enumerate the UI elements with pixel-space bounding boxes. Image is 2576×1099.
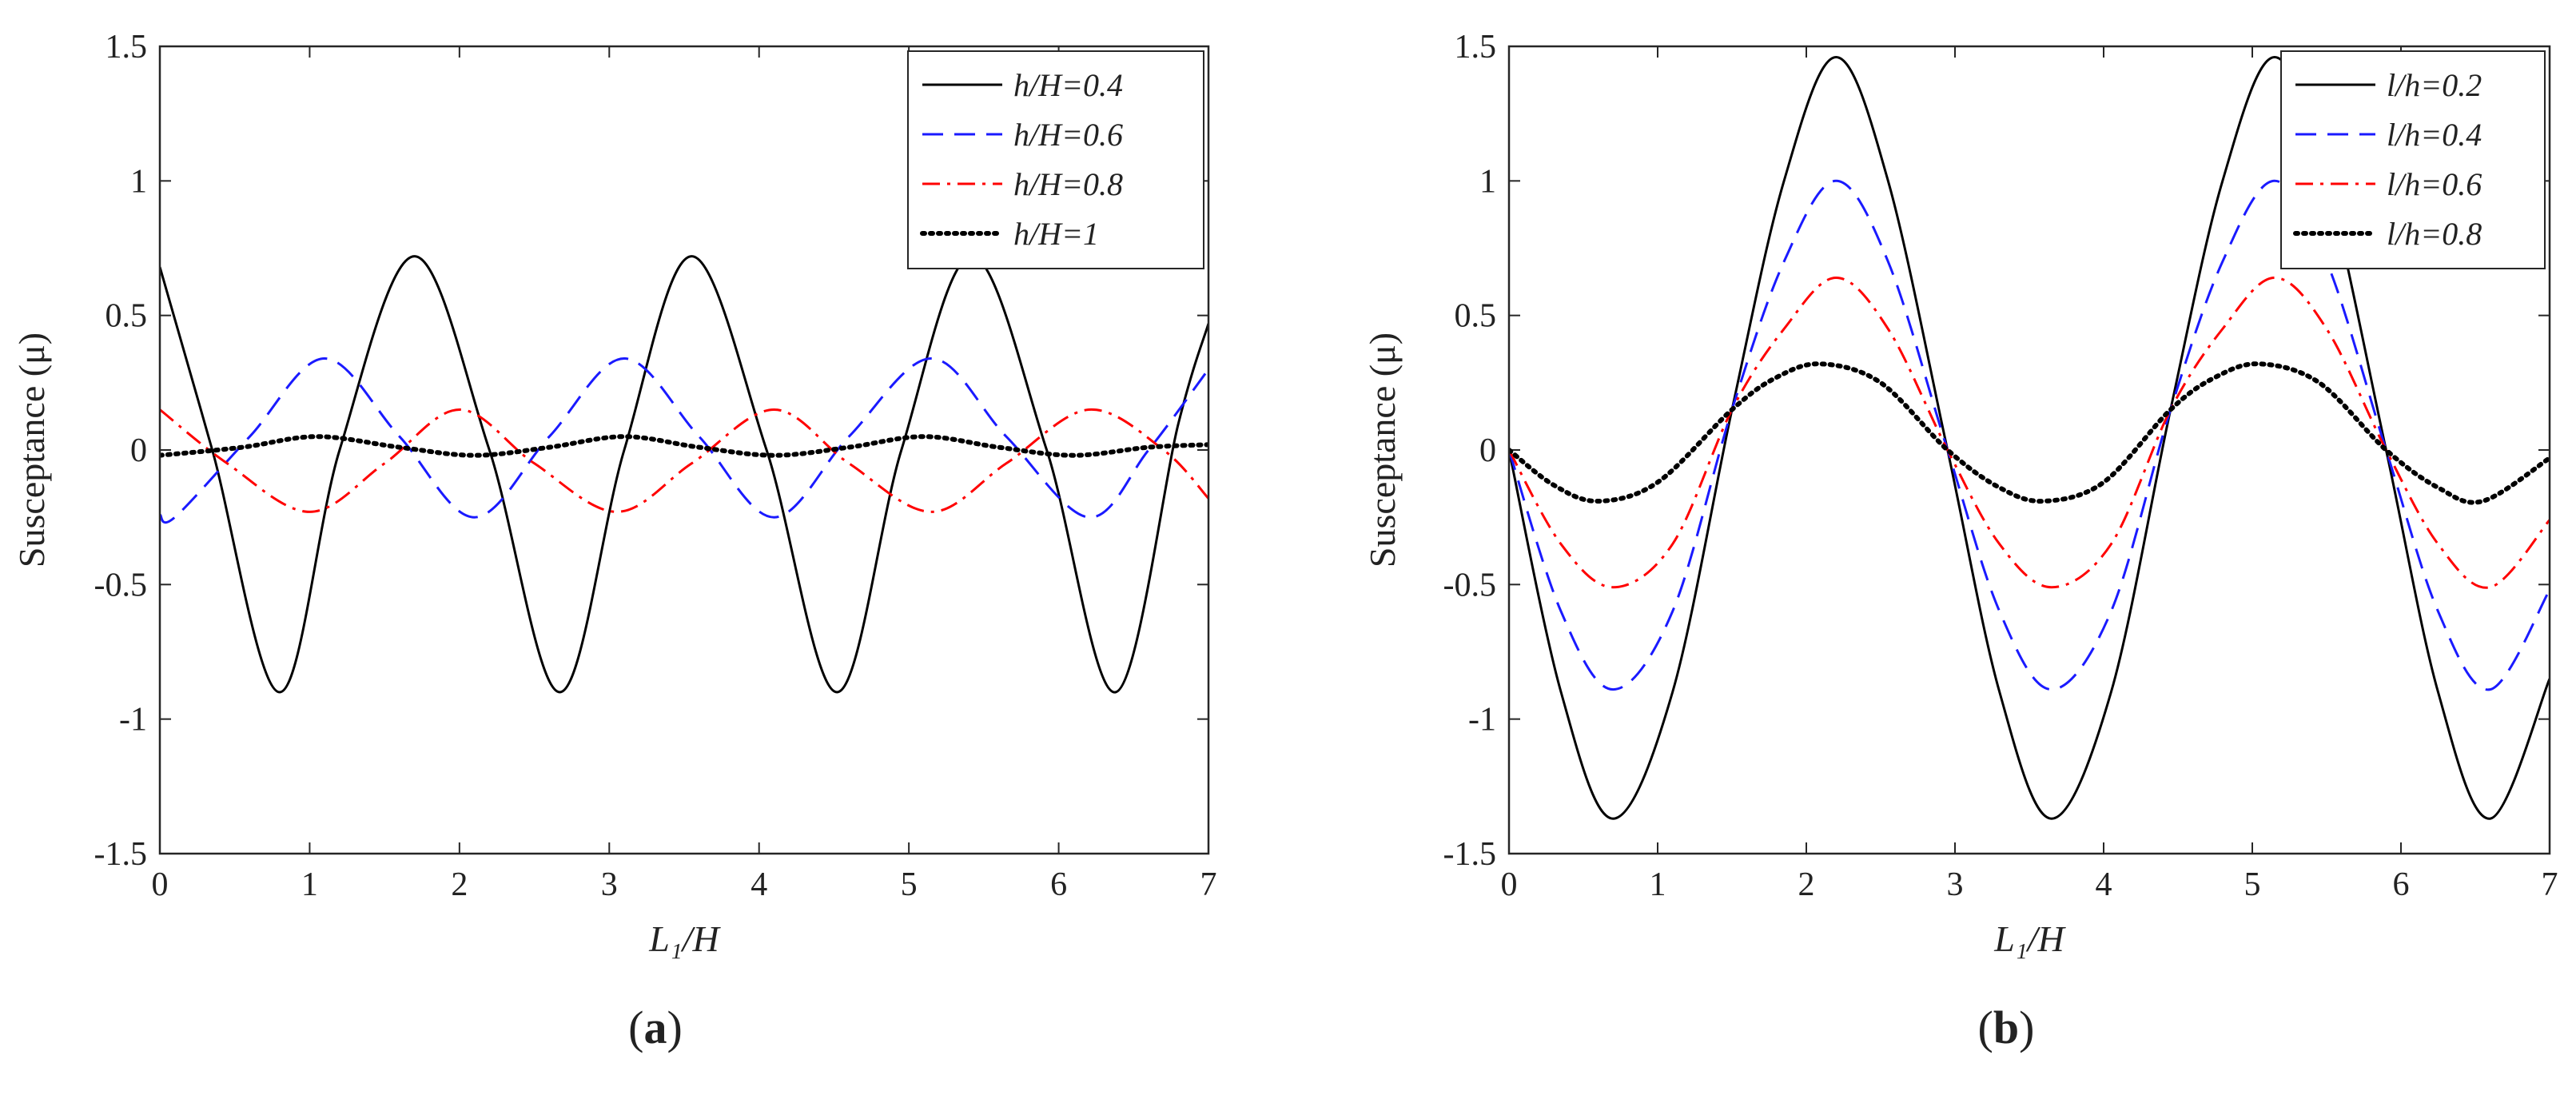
x-tick-label: 0 — [1501, 866, 1518, 903]
axes-box — [1507, 45, 2551, 855]
legend-label: h/H=0.8 — [1013, 166, 1123, 202]
x-axis-label: L₁/H — [1993, 918, 2066, 959]
legend-label: h/H=1 — [1013, 216, 1099, 252]
y-tick-label: -0.5 — [94, 567, 148, 603]
series-line-h-h-0-4 — [160, 255, 1208, 694]
x-tick-label: 1 — [301, 866, 318, 903]
y-tick-label: -1 — [1468, 702, 1496, 739]
x-tick-label: 6 — [2393, 866, 2410, 903]
x-tick-label: 7 — [1200, 866, 1217, 903]
x-axis-label: L₁/H — [648, 918, 721, 959]
panel-caption: (b) — [1978, 1001, 2035, 1053]
legend-label: l/h=0.2 — [2387, 67, 2482, 103]
series-line-l-h-0-8 — [1509, 361, 2550, 505]
series-line-l-h-0-4 — [1509, 179, 2550, 691]
x-tick-label: 5 — [2244, 866, 2261, 903]
y-tick-label: 1 — [1479, 163, 1496, 200]
series-line-l-h-0-2 — [1509, 56, 2550, 820]
x-tick-label: 2 — [1798, 866, 1815, 903]
x-tick-label: 0 — [152, 866, 169, 903]
legend-label: h/H=0.6 — [1013, 117, 1123, 153]
x-tick-label: 5 — [901, 866, 918, 903]
legend-box — [2280, 50, 2546, 269]
y-tick-label: -1 — [119, 702, 147, 739]
y-tick-label: -0.5 — [1443, 567, 1497, 603]
y-tick-label: 1.5 — [1455, 29, 1497, 66]
series-line-l-h-0-6 — [1509, 277, 2550, 589]
series-line-h-h-0-8 — [160, 408, 1208, 513]
y-axis-label: Susceptance (μ) — [11, 332, 52, 567]
panel-a: 0 1 2 3 4 5 6 7 -1.5 -1 -0.5 0 0.5 1 1.5 L₁/H Susceptanc… — [11, 29, 1217, 1053]
legend: h/H=0.4 h/H=0.6 h/H=0.8 h/H=1 — [907, 50, 1204, 269]
series-group — [1509, 56, 2550, 820]
y-tick-label: 0 — [1479, 432, 1496, 469]
x-tick-label: 7 — [2542, 866, 2558, 903]
y-tick-label: -1.5 — [1443, 836, 1497, 873]
legend-label: l/h=0.6 — [2387, 166, 2482, 202]
x-tick-label: 4 — [2096, 866, 2112, 903]
series-line-h-h-0-6 — [160, 357, 1208, 524]
y-tick-label: 1.5 — [106, 29, 148, 66]
y-tick-label: 0.5 — [106, 298, 148, 335]
x-tick-label: 3 — [1947, 866, 1964, 903]
legend: l/h=0.2 l/h=0.4 l/h=0.6 l/h=0.8 — [2280, 50, 2546, 269]
caption-close-paren: ) — [2019, 1001, 2034, 1053]
axes-box — [158, 45, 1210, 855]
x-tick-label: 3 — [601, 866, 618, 903]
y-tick-label: -1.5 — [94, 836, 148, 873]
caption-close-paren: ) — [667, 1001, 683, 1053]
x-tick-label: 2 — [451, 866, 468, 903]
panel-b: 0 1 2 3 4 5 6 7 -1.5 -1 -0.5 0 0.5 1 1.5 L₁/H Susceptanc… — [1362, 29, 2558, 1053]
legend-label: h/H=0.4 — [1013, 67, 1123, 103]
panel-caption: (a) — [628, 1001, 683, 1053]
series-line-h-h-1 — [160, 434, 1208, 458]
x-tick-label: 1 — [1650, 866, 1666, 903]
y-tick-label: 1 — [130, 163, 147, 200]
x-tick-label: 6 — [1050, 866, 1067, 903]
caption-open-paren: ( — [628, 1001, 643, 1053]
caption-letter: b — [1993, 1001, 2019, 1053]
x-tick-label: 4 — [751, 866, 767, 903]
y-tick-label: 0.5 — [1455, 298, 1497, 335]
caption-letter: a — [644, 1001, 667, 1053]
series-group — [160, 255, 1208, 694]
caption-open-paren: ( — [1978, 1001, 1993, 1053]
y-axis-label: Susceptance (μ) — [1362, 332, 1403, 567]
y-tick-label: 0 — [130, 432, 147, 469]
legend-label: l/h=0.8 — [2387, 216, 2482, 252]
legend-label: l/h=0.4 — [2387, 117, 2482, 153]
